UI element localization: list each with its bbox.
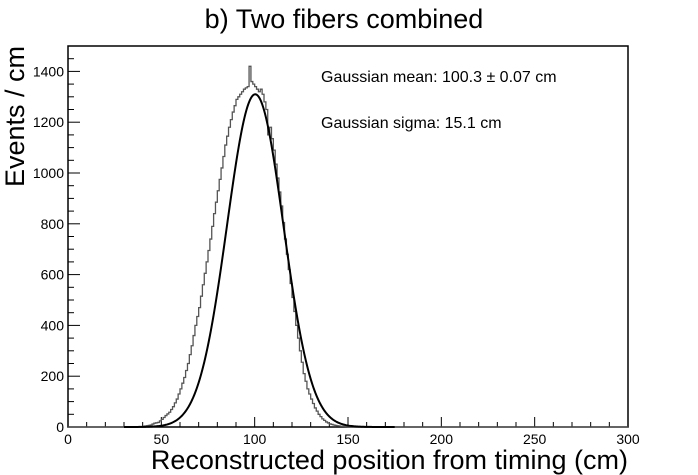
x-axis-ticks: 0 50 100 150 200 250 300 (64, 417, 640, 447)
y-tick-label: 400 (41, 317, 65, 333)
x-tick-label: 200 (430, 431, 454, 447)
x-tick-label: 0 (64, 431, 72, 447)
x-tick-label: 100 (243, 431, 267, 447)
y-tick-label: 1000 (33, 165, 64, 181)
histogram-series (68, 65, 628, 428)
y-tick-label: 200 (41, 368, 65, 384)
y-axis-title: Events / cm (0, 46, 30, 187)
x-tick-label: 150 (336, 431, 360, 447)
x-axis-title: Reconstructed position from timing (cm) (151, 445, 628, 475)
y-tick-label: 600 (41, 267, 65, 283)
gaussian-fit-curve (124, 93, 395, 428)
y-tick-label: 1200 (33, 114, 64, 130)
x-tick-label: 50 (154, 431, 170, 447)
x-tick-label: 250 (523, 431, 547, 447)
y-tick-label: 0 (56, 419, 64, 435)
gaussian-mean-annotation: Gaussian mean: 100.3 ± 0.07 cm (321, 69, 557, 86)
y-tick-label: 1400 (33, 63, 64, 79)
y-axis-ticks: 0 200 400 600 800 1000 1200 1400 (33, 45, 80, 435)
gaussian-sigma-annotation: Gaussian sigma: 15.1 cm (321, 115, 502, 132)
x-tick-label: 300 (616, 431, 640, 447)
chart-title: b) Two fibers combined (205, 4, 484, 34)
y-tick-label: 800 (41, 216, 65, 232)
plot-frame (67, 45, 629, 428)
